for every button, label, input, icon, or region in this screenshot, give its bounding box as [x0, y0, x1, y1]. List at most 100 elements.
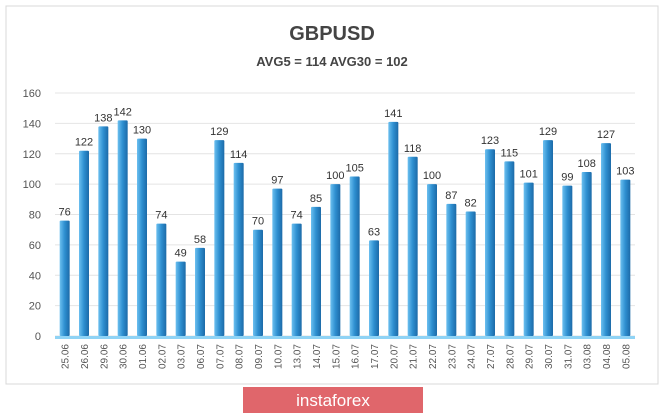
- y-tick-label: 60: [29, 240, 41, 252]
- data-label: 118: [404, 143, 422, 155]
- x-tick-label: 02.07: [157, 344, 168, 369]
- bar: [253, 229, 263, 336]
- x-tick-label: 03.08: [583, 344, 594, 369]
- data-label: 129: [210, 126, 228, 138]
- x-tick-label: 09.07: [254, 344, 265, 369]
- bar: [79, 150, 89, 336]
- x-tick-label: 25.06: [61, 344, 72, 369]
- chart-title: GBPUSD: [289, 23, 375, 45]
- y-tick-label: 160: [23, 88, 41, 100]
- data-label: 74: [291, 210, 303, 222]
- x-tick-label: 04.08: [602, 344, 613, 369]
- bar: [620, 179, 631, 336]
- data-label: 63: [368, 226, 380, 238]
- chart-subtitle: AVG5 = 114 AVG30 = 102: [256, 54, 408, 69]
- bar: [504, 161, 515, 336]
- data-label: 141: [384, 108, 402, 120]
- data-label: 105: [345, 163, 363, 175]
- x-tick-label: 13.07: [293, 344, 304, 369]
- bar: [272, 188, 283, 336]
- x-tick-label: 30.07: [544, 344, 555, 369]
- bar: [175, 261, 186, 336]
- bar: [581, 171, 592, 336]
- x-tick-label: 30.06: [119, 344, 130, 369]
- data-label: 114: [230, 149, 248, 161]
- y-tick-label: 0: [35, 331, 41, 343]
- x-tick-label: 23.07: [447, 344, 458, 369]
- bar: [562, 185, 573, 336]
- y-tick-label: 40: [29, 270, 41, 282]
- x-tick-label: 06.07: [196, 344, 207, 369]
- bar: [543, 140, 553, 336]
- bar: [601, 143, 611, 336]
- bar: [137, 138, 147, 336]
- bar: [485, 149, 495, 336]
- data-label: 82: [465, 197, 477, 209]
- x-tick-label: 14.07: [312, 344, 323, 369]
- x-tick-label: 08.07: [235, 344, 246, 369]
- data-label: 100: [423, 170, 441, 182]
- bar: [291, 223, 302, 336]
- data-label: 138: [94, 112, 112, 124]
- x-tick-label: 16.07: [351, 344, 362, 369]
- y-tick-label: 80: [29, 210, 41, 222]
- x-axis: [55, 336, 635, 339]
- x-tick-label: 31.07: [563, 344, 574, 369]
- bar: [117, 120, 128, 337]
- data-label: 142: [113, 106, 131, 118]
- data-label: 58: [194, 234, 206, 246]
- x-tick-label: 21.07: [409, 344, 420, 369]
- data-label: 85: [310, 193, 322, 205]
- bar: [98, 126, 109, 336]
- bar: [427, 184, 437, 336]
- x-tick-label: 03.07: [177, 344, 188, 369]
- x-tick-label: 01.06: [138, 344, 149, 369]
- instaforex-logo-text: instaforex: [296, 391, 370, 410]
- y-tick-label: 100: [23, 179, 41, 191]
- x-tick-label: 05.08: [621, 344, 632, 369]
- data-label: 129: [539, 126, 557, 138]
- data-label: 76: [59, 207, 71, 219]
- x-tick-label: 17.07: [370, 344, 381, 369]
- data-label: 123: [481, 135, 499, 147]
- data-label: 127: [597, 129, 615, 141]
- bar: [59, 220, 70, 336]
- x-tick-label: 28.07: [505, 344, 516, 369]
- y-tick-label: 120: [23, 149, 41, 161]
- x-tick-label: 29.06: [99, 344, 110, 369]
- bar: [233, 162, 244, 336]
- bar: [214, 140, 225, 336]
- data-label: 122: [75, 137, 93, 149]
- instaforex-logo: [243, 387, 423, 413]
- data-label: 103: [616, 166, 634, 178]
- x-tick-label: 07.07: [215, 344, 226, 369]
- data-label: 100: [326, 170, 344, 182]
- bar: [407, 156, 418, 336]
- bar: [446, 203, 457, 336]
- x-tick-label: 20.07: [389, 344, 400, 369]
- x-tick-label: 27.07: [486, 344, 497, 369]
- x-tick-label: 24.07: [467, 344, 478, 369]
- bar: [465, 211, 476, 336]
- bar: [523, 182, 534, 336]
- x-tick-label: 26.06: [80, 344, 91, 369]
- data-label: 97: [271, 175, 283, 187]
- x-tick-label: 15.07: [331, 344, 342, 369]
- data-label: 87: [445, 190, 457, 202]
- bar: [330, 184, 341, 336]
- bar: [388, 121, 399, 336]
- data-label: 101: [519, 169, 537, 181]
- data-label: 115: [501, 147, 519, 159]
- data-label: 74: [155, 210, 167, 222]
- data-label: 99: [561, 172, 573, 184]
- data-label: 108: [577, 158, 595, 170]
- bar: [369, 240, 379, 336]
- x-tick-label: 10.07: [273, 344, 284, 369]
- y-tick-label: 140: [23, 118, 41, 130]
- data-label: 49: [175, 248, 187, 260]
- bar: [195, 247, 205, 336]
- y-tick-label: 20: [29, 301, 41, 313]
- data-label: 70: [252, 216, 264, 228]
- x-tick-label: 29.07: [525, 344, 536, 369]
